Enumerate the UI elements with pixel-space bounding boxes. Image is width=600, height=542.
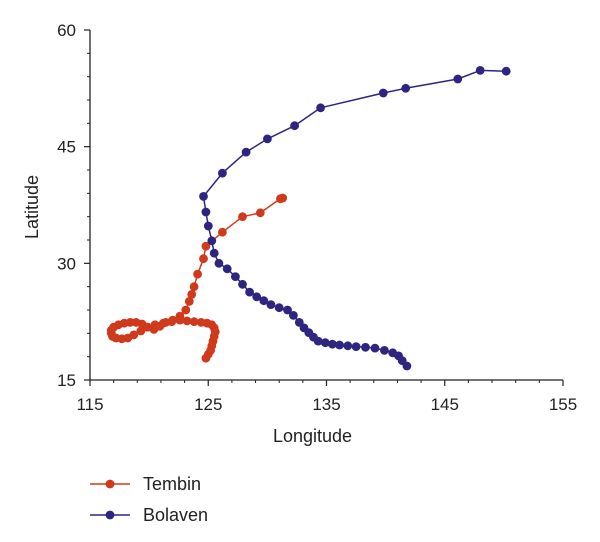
data-point-bolaven bbox=[316, 103, 325, 113]
data-point-tembin bbox=[187, 290, 197, 299]
x-tick-label: 115 bbox=[76, 395, 103, 414]
data-point-tembin bbox=[167, 317, 177, 327]
data-point-bolaven bbox=[320, 338, 330, 348]
data-point-tembin bbox=[184, 297, 194, 306]
y-tick-label: 60 bbox=[57, 21, 76, 40]
x-tick-label: 145 bbox=[431, 395, 459, 414]
x-tick-label: 155 bbox=[549, 395, 577, 414]
x-axis-title: Longitude bbox=[273, 426, 352, 446]
data-point-bolaven bbox=[501, 66, 511, 76]
data-point-bolaven bbox=[290, 121, 299, 131]
data-point-tembin bbox=[181, 305, 191, 315]
data-point-bolaven bbox=[214, 258, 224, 268]
data-point-bolaven bbox=[209, 248, 219, 258]
data-point-bolaven bbox=[361, 342, 370, 352]
data-point-tembin bbox=[193, 269, 203, 279]
data-point-bolaven bbox=[218, 168, 227, 178]
data-point-bolaven bbox=[222, 264, 232, 274]
data-point-bolaven bbox=[252, 292, 262, 302]
x-tick-label: 125 bbox=[194, 395, 222, 414]
data-point-tembin bbox=[238, 212, 247, 222]
data-point-tembin bbox=[218, 227, 227, 237]
data-point-bolaven bbox=[231, 272, 240, 281]
legend-item-bolaven: Bolaven bbox=[90, 505, 208, 525]
data-point-bolaven bbox=[335, 340, 344, 350]
data-point-bolaven bbox=[238, 279, 247, 289]
data-point-bolaven bbox=[201, 207, 211, 217]
data-point-bolaven bbox=[475, 66, 485, 75]
data-point-bolaven bbox=[401, 83, 411, 93]
data-point-bolaven bbox=[203, 221, 213, 231]
data-point-bolaven bbox=[266, 300, 276, 309]
data-point-bolaven bbox=[274, 303, 284, 313]
data-point-tembin bbox=[196, 318, 206, 327]
data-point-tembin bbox=[182, 316, 192, 326]
data-point-tembin bbox=[150, 320, 160, 330]
series-line-bolaven bbox=[202, 69, 507, 367]
y-axis-title: Latitude bbox=[22, 175, 42, 239]
data-point-tembin bbox=[255, 208, 265, 218]
legend-label-tembin: Tembin bbox=[143, 474, 201, 494]
data-point-tembin bbox=[142, 322, 152, 332]
data-point-bolaven bbox=[380, 346, 389, 355]
data-point-bolaven bbox=[263, 134, 272, 144]
legend-label-bolaven: Bolaven bbox=[143, 505, 208, 525]
data-point-bolaven bbox=[378, 88, 388, 98]
legend: Tembin Bolaven bbox=[90, 474, 208, 525]
x-tick-label: 135 bbox=[312, 395, 340, 414]
legend-item-tembin: Tembin bbox=[90, 474, 201, 494]
data-point-tembin bbox=[158, 318, 168, 328]
data-point-bolaven bbox=[343, 341, 353, 351]
series-bolaven bbox=[199, 66, 511, 371]
data-point-bolaven bbox=[294, 318, 304, 327]
data-point-bolaven bbox=[453, 74, 463, 84]
data-point-bolaven bbox=[351, 342, 361, 351]
data-point-bolaven bbox=[328, 339, 337, 349]
data-point-bolaven bbox=[289, 311, 298, 320]
data-point-tembin bbox=[189, 317, 199, 327]
axes: 15 30 45 60 115 125 135 145 155 Longitude Latitude bbox=[22, 21, 577, 446]
legend-marker-tembin bbox=[105, 479, 115, 489]
data-point-bolaven bbox=[199, 192, 208, 201]
data-point-tembin bbox=[175, 311, 185, 321]
y-tick-label: 15 bbox=[57, 371, 76, 390]
data-point-bolaven bbox=[241, 147, 251, 157]
data-point-bolaven bbox=[245, 287, 255, 297]
y-tick-label: 45 bbox=[57, 138, 76, 157]
data-point-bolaven bbox=[283, 305, 292, 315]
data-point-tembin bbox=[278, 193, 288, 203]
series-tembin bbox=[106, 193, 288, 363]
data-point-tembin bbox=[129, 330, 139, 340]
data-point-tembin bbox=[201, 241, 211, 251]
series-layer bbox=[106, 66, 511, 371]
legend-marker-bolaven bbox=[105, 510, 115, 520]
data-point-tembin bbox=[199, 254, 208, 264]
data-point-bolaven bbox=[388, 348, 398, 358]
data-point-bolaven bbox=[370, 343, 380, 353]
y-tick-label: 30 bbox=[57, 254, 76, 273]
data-point-tembin bbox=[189, 282, 199, 292]
data-point-bolaven bbox=[207, 236, 217, 246]
data-point-bolaven bbox=[259, 296, 269, 306]
